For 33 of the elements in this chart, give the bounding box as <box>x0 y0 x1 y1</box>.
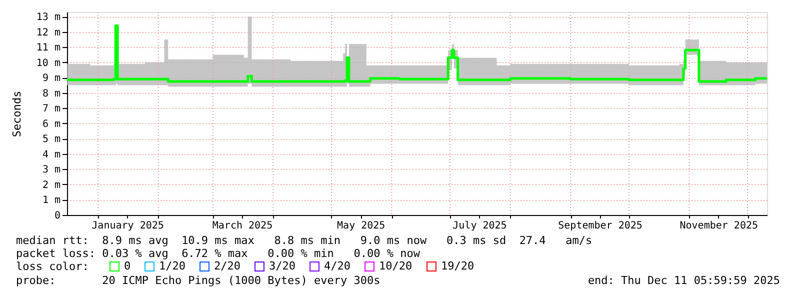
legend-label: 10/20 <box>379 260 412 273</box>
legend-title: loss color: <box>16 260 89 273</box>
y-tick-label: 12 m <box>36 27 60 38</box>
x-tick-label: November 2025 <box>680 220 758 232</box>
x-tick-label: September 2025 <box>558 220 642 232</box>
y-tick-label: 3 m <box>42 164 60 176</box>
x-tick-label: January 2025 <box>92 220 164 232</box>
legend-label: 3/20 <box>269 260 296 273</box>
legend-label: 4/20 <box>324 260 350 273</box>
y-tick-label: 7 m <box>42 104 60 115</box>
text: median rtt: 8.9 ms avg 10.9 ms max 8.8 ms min 9.0 ms now 0.3 ms sd 27.4 am/s <box>16 234 592 247</box>
y-tick-label: 1 m <box>42 195 60 206</box>
legend-label: 2/20 <box>214 260 240 273</box>
y-tick-label: 0 <box>54 210 60 222</box>
y-tick-label: 4 m <box>42 149 60 160</box>
x-tick-label: July 2025 <box>452 220 507 232</box>
y-tick-label: 10 m <box>36 58 60 69</box>
y-tick-label: 13 m <box>36 12 60 24</box>
y-tick-label: 8 m <box>42 88 60 100</box>
text: probe: 20 ICMP Echo Pings (1000 Bytes) every 300s <box>16 274 380 287</box>
legend-label: 1/20 <box>159 260 186 273</box>
x-tick-label: May 2025 <box>337 220 386 232</box>
x-tick-label: March 2025 <box>212 220 273 232</box>
y-tick-label: 11 m <box>36 42 60 54</box>
legend-label: 0 <box>124 260 131 273</box>
y-tick-label: 5 m <box>42 134 60 146</box>
y-tick-label: 9 m <box>42 73 60 84</box>
text: end: Thu Dec 11 05:59:59 2025 <box>588 274 780 287</box>
y-tick-label: 6 m <box>42 118 60 130</box>
y-tick-label: 2 m <box>42 180 60 191</box>
y-axis-title: Seconds <box>10 90 24 138</box>
legend-label: 19/20 <box>441 260 474 273</box>
text: packet loss: 0.03 % avg 6.72 % max 0.00 % min 0.00 % now <box>16 247 420 260</box>
